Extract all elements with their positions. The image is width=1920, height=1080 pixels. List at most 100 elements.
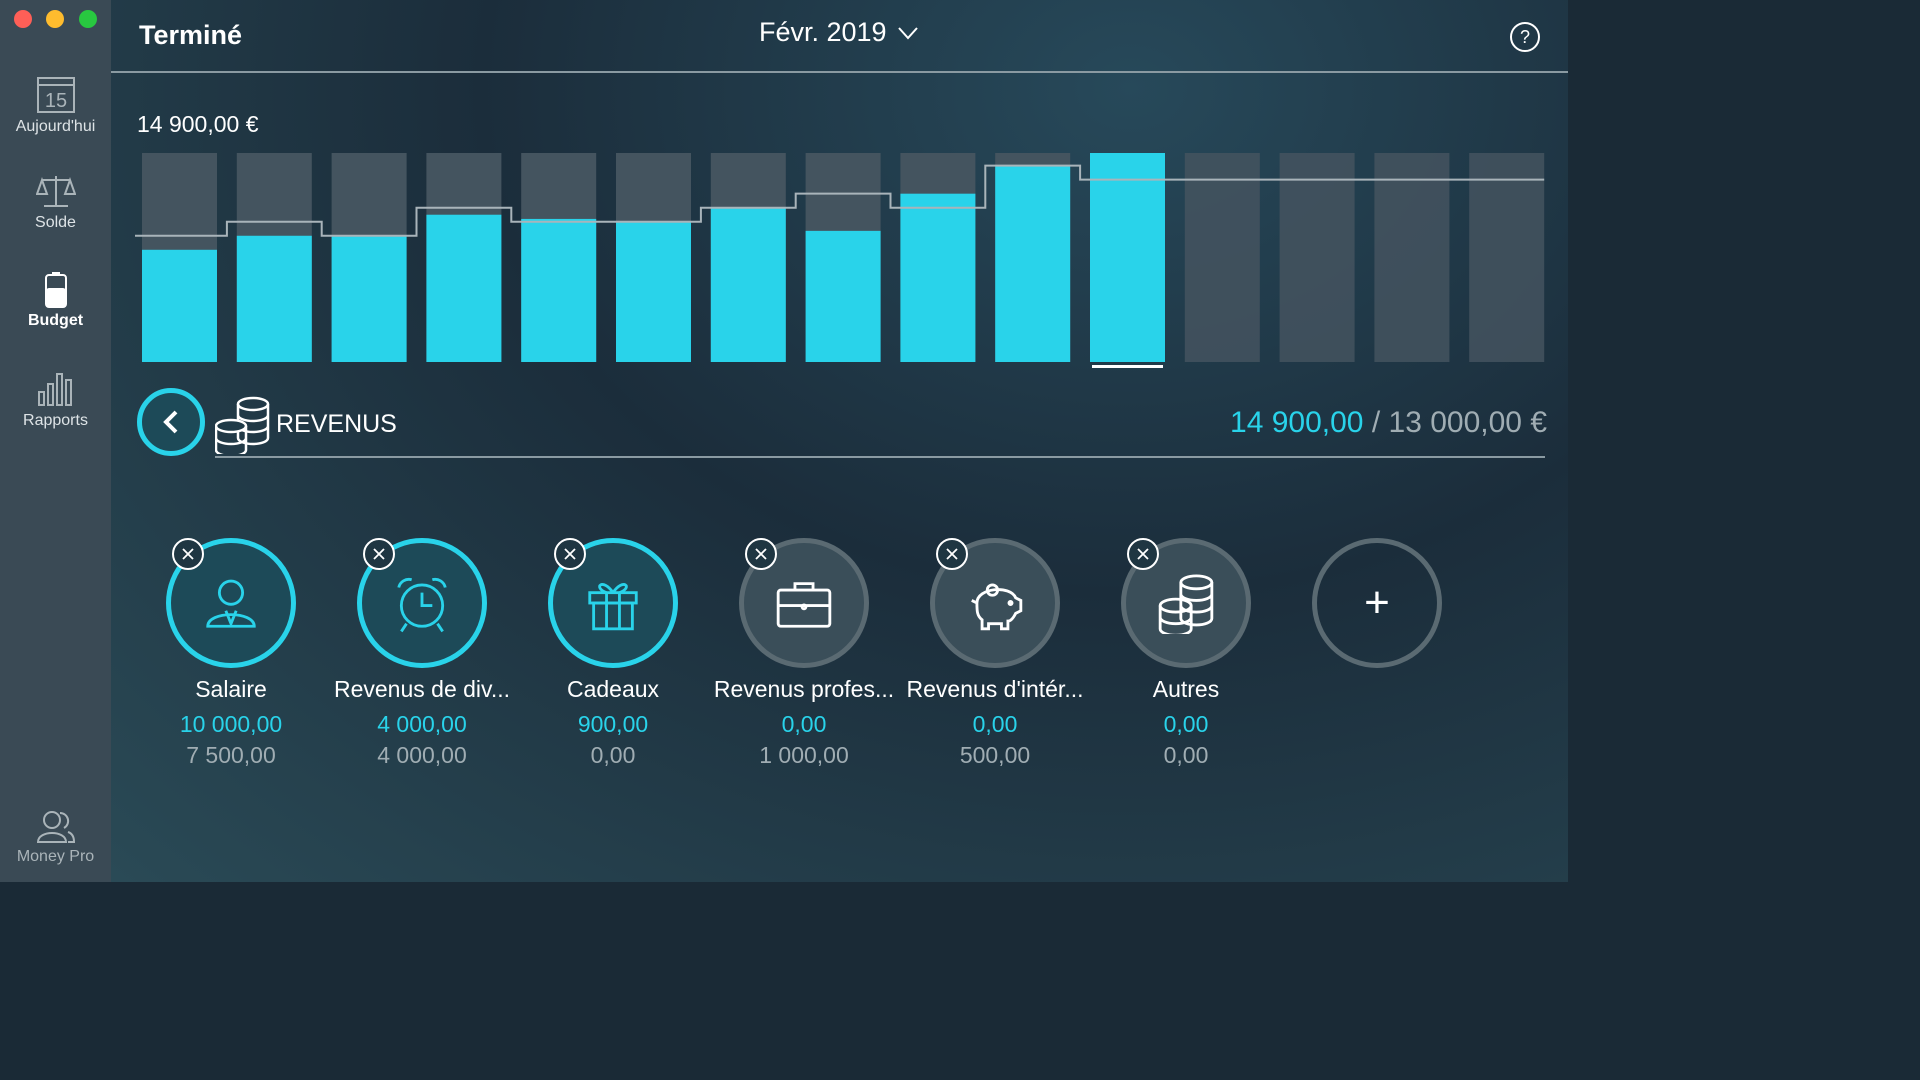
- bar-chart-icon: [37, 373, 72, 406]
- divider: [215, 456, 1545, 458]
- delete-category-button[interactable]: [363, 538, 395, 570]
- category-actual: 0,00: [1163, 711, 1209, 737]
- section-title: REVENUS: [276, 410, 397, 438]
- category-name: Salaire: [195, 676, 267, 702]
- bar-actual[interactable]: [521, 218, 597, 362]
- done-button[interactable]: Terminé: [139, 20, 243, 50]
- bar-actual[interactable]: [236, 235, 312, 362]
- sidebar-item-label: Rapports: [23, 412, 88, 429]
- category-item: Revenus d'intér... 0,00 500,00: [900, 538, 1090, 769]
- bar-track[interactable]: [1469, 153, 1545, 362]
- category-actual: 4 000,00: [377, 711, 467, 737]
- sidebar-item-reports[interactable]: Rapports: [0, 366, 111, 430]
- add-category-button[interactable]: +: [1312, 538, 1442, 668]
- budget-total: 13 000,00 €: [1388, 406, 1547, 439]
- section-header: REVENUS 14 900,00 / 13 000,00 €: [137, 388, 1547, 460]
- category-budget: 0,00: [590, 742, 636, 768]
- coins-icon: [1158, 574, 1214, 634]
- bar-actual[interactable]: [995, 164, 1071, 362]
- bar-track[interactable]: [1184, 153, 1260, 362]
- category-budget: 7 500,00: [186, 742, 276, 768]
- close-icon: [373, 548, 385, 560]
- category-item: Autres 0,00 0,00: [1091, 538, 1281, 769]
- close-window-button[interactable]: [14, 10, 32, 28]
- briefcase-icon: [776, 582, 832, 628]
- category-name: Autres: [1152, 676, 1220, 702]
- toolbar: Terminé Févr. 2019 ?: [111, 0, 1568, 73]
- calendar-icon: 15: [36, 77, 75, 113]
- month-label: Févr. 2019: [759, 17, 887, 47]
- month-selector[interactable]: Févr. 2019: [759, 17, 919, 48]
- close-icon: [182, 548, 194, 560]
- category-name: Revenus de div...: [333, 676, 510, 702]
- alarm-clock-icon: [397, 577, 447, 633]
- close-icon: [755, 548, 767, 560]
- back-button[interactable]: [137, 388, 205, 456]
- category-actual: 0,00: [972, 711, 1018, 737]
- svg-text:15: 15: [44, 90, 66, 112]
- category-actual: 900,00: [577, 711, 649, 737]
- separator: /: [1363, 406, 1389, 439]
- help-button[interactable]: ?: [1510, 22, 1540, 52]
- plus-icon: +: [1364, 578, 1390, 627]
- bar-actual[interactable]: [710, 207, 786, 362]
- sidebar-account[interactable]: Money Pro: [0, 808, 111, 866]
- delete-category-button[interactable]: [554, 538, 586, 570]
- piggy-bank-icon: [971, 583, 1023, 631]
- coins-icon: [215, 396, 270, 454]
- category-actual: 0,00: [781, 711, 827, 737]
- sidebar-item-budget[interactable]: Budget: [0, 270, 111, 330]
- bar-actual[interactable]: [805, 230, 881, 362]
- bar-actual[interactable]: [142, 249, 217, 362]
- category-item: Cadeaux 900,00 0,00: [518, 538, 708, 769]
- users-icon: [36, 811, 75, 843]
- category-name: Revenus profes...: [713, 676, 895, 702]
- bar-track[interactable]: [1374, 153, 1450, 362]
- category-budget: 0,00: [1163, 742, 1209, 768]
- category-budget: 500,00: [959, 742, 1031, 768]
- zoom-window-button[interactable]: [79, 10, 97, 28]
- delete-category-button[interactable]: [936, 538, 968, 570]
- budget-jar-icon: [44, 272, 67, 308]
- minimize-window-button[interactable]: [46, 10, 64, 28]
- sidebar-item-label: Solde: [35, 214, 76, 231]
- bar-actual[interactable]: [616, 221, 691, 362]
- sidebar-item-today[interactable]: 15 Aujourd'hui: [0, 76, 111, 136]
- category-name: Revenus d'intér...: [906, 676, 1084, 702]
- main-panel: Terminé Févr. 2019 ? 14 900,00 € REVENUS…: [111, 0, 1568, 882]
- account-label: Money Pro: [16, 848, 95, 865]
- bar-actual[interactable]: [1090, 153, 1165, 362]
- selected-month-indicator: [1092, 365, 1163, 368]
- category-item: Revenus profes... 0,00 1 000,00: [709, 538, 899, 769]
- sidebar-item-label: Aujourd'hui: [15, 118, 96, 135]
- category-name: Cadeaux: [566, 676, 660, 702]
- category-budget: 4 000,00: [377, 742, 467, 768]
- delete-category-button[interactable]: [172, 538, 204, 570]
- bar-actual[interactable]: [331, 235, 407, 362]
- bar-actual[interactable]: [900, 193, 976, 362]
- actual-total: 14 900,00: [1230, 406, 1364, 439]
- category-button[interactable]: [1121, 538, 1251, 668]
- sidebar-item-label: Budget: [27, 312, 84, 329]
- bar-actual[interactable]: [426, 214, 502, 362]
- chevron-down-icon: [897, 26, 918, 39]
- add-category: +: [1282, 538, 1472, 668]
- category-item: Salaire 10 000,00 7 500,00: [136, 538, 326, 769]
- close-icon: [564, 548, 576, 560]
- section-totals: 14 900,00 / 13 000,00 €: [1230, 406, 1547, 440]
- delete-category-button[interactable]: [1127, 538, 1159, 570]
- person-icon: [206, 579, 256, 628]
- category-actual: 10 000,00: [179, 711, 283, 737]
- chevron-left-icon: [163, 410, 178, 434]
- close-icon: [1137, 548, 1149, 560]
- delete-category-button[interactable]: [745, 538, 777, 570]
- monthly-budget-chart: [135, 153, 1545, 368]
- bar-track[interactable]: [1279, 153, 1355, 362]
- gift-icon: [588, 583, 638, 631]
- close-icon: [946, 548, 958, 560]
- category-budget: 1 000,00: [759, 742, 849, 768]
- category-item: Revenus de div... 4 000,00 4 000,00: [327, 538, 517, 769]
- sidebar: 15 Aujourd'hui Solde Budget Rapports Mon…: [0, 0, 111, 882]
- sidebar-item-balance[interactable]: Solde: [0, 172, 111, 232]
- total-amount: 14 900,00 €: [137, 111, 259, 137]
